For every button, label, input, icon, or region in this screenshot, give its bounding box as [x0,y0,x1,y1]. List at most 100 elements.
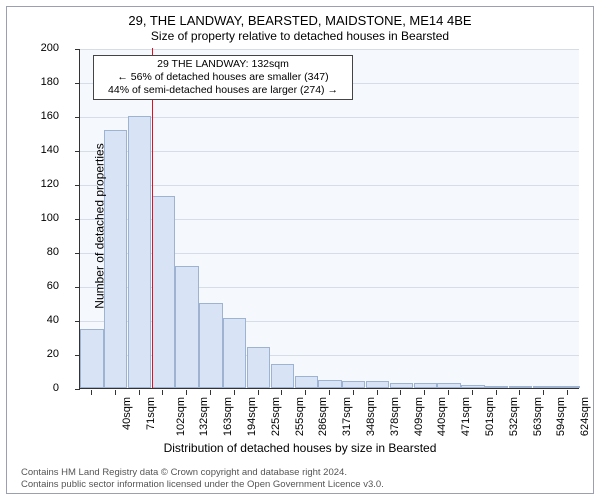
footer-line-2: Contains public sector information licen… [21,479,384,490]
x-axis-label: Distribution of detached houses by size … [7,441,593,455]
x-tick-mark [139,390,140,395]
y-tick-mark [75,49,80,50]
x-tick-mark [115,390,116,395]
annotation-line-2: ← 56% of detached houses are smaller (34… [100,71,346,84]
x-tick-mark [472,390,473,395]
x-tick-label: 255sqm [294,397,306,436]
y-tick-mark [75,355,80,356]
histogram-bar [556,386,579,388]
histogram-bar [223,318,246,388]
chart-frame: 29, THE LANDWAY, BEARSTED, MAIDSTONE, ME… [6,6,594,494]
x-tick-mark [91,390,92,395]
x-tick-mark [377,390,378,395]
annotation-line-1: 29 THE LANDWAY: 132sqm [100,58,346,71]
histogram-bar [128,116,151,388]
gridline [80,117,579,118]
histogram-bar [509,386,532,388]
y-tick-label: 40 [29,314,59,326]
x-tick-mark [424,390,425,395]
histogram-bar [318,380,341,389]
x-tick-label: 102sqm [175,397,187,436]
histogram-bar [437,383,460,388]
histogram-bar [390,383,413,388]
x-tick-mark [186,390,187,395]
y-tick-label: 0 [29,382,59,394]
x-tick-mark [329,390,330,395]
y-tick-label: 60 [29,280,59,292]
x-tick-mark [305,390,306,395]
x-tick-label: 132sqm [198,397,210,436]
histogram-bar [461,385,484,388]
histogram-bar [271,364,294,388]
y-tick-mark [75,321,80,322]
histogram-bar [414,383,437,388]
histogram-bar [80,329,103,389]
x-tick-label: 532sqm [508,397,520,436]
histogram-bar [342,381,365,388]
x-tick-mark [353,390,354,395]
x-tick-label: 286sqm [318,397,330,436]
histogram-bar [485,386,508,388]
x-tick-label: 317sqm [341,397,353,436]
y-tick-mark [75,151,80,152]
gridline [80,49,579,50]
x-tick-label: 501sqm [484,397,496,436]
gridline [80,151,579,152]
histogram-bar [366,381,389,388]
x-tick-label: 40sqm [121,397,133,430]
x-tick-mark [543,390,544,395]
x-tick-label: 440sqm [437,397,449,436]
chart-title-main: 29, THE LANDWAY, BEARSTED, MAIDSTONE, ME… [7,13,593,28]
histogram-bar [247,347,270,388]
y-tick-mark [75,185,80,186]
y-tick-label: 200 [29,42,59,54]
y-tick-mark [75,287,80,288]
x-tick-label: 163sqm [222,397,234,436]
y-tick-label: 180 [29,76,59,88]
x-tick-label: 624sqm [579,397,591,436]
y-axis-label: Number of detached properties [93,143,107,308]
x-tick-mark [162,390,163,395]
y-tick-mark [75,117,80,118]
y-tick-label: 120 [29,178,59,190]
x-tick-label: 409sqm [413,397,425,436]
x-tick-mark [400,390,401,395]
x-tick-mark [234,390,235,395]
gridline [80,185,579,186]
x-tick-label: 378sqm [389,397,401,436]
x-tick-mark [448,390,449,395]
y-tick-mark [75,219,80,220]
y-tick-label: 160 [29,110,59,122]
histogram-bar [199,303,222,388]
y-tick-label: 100 [29,212,59,224]
annotation-line-3: 44% of semi-detached houses are larger (… [100,84,346,97]
y-tick-label: 20 [29,348,59,360]
x-tick-label: 471sqm [460,397,472,436]
x-tick-mark [281,390,282,395]
x-tick-mark [258,390,259,395]
x-tick-mark [210,390,211,395]
chart-title-sub: Size of property relative to detached ho… [7,29,593,43]
histogram-bar [152,196,175,388]
y-tick-label: 140 [29,144,59,156]
x-tick-label: 348sqm [365,397,377,436]
histogram-bar [295,376,318,388]
y-tick-label: 80 [29,246,59,258]
x-tick-label: 563sqm [532,397,544,436]
footer-line-1: Contains HM Land Registry data © Crown c… [21,467,384,478]
histogram-bar [175,266,198,388]
x-tick-label: 194sqm [246,397,258,436]
x-tick-mark [519,390,520,395]
y-tick-mark [75,389,80,390]
footer-attribution: Contains HM Land Registry data © Crown c… [21,467,384,490]
x-tick-label: 71sqm [145,397,157,430]
x-tick-mark [496,390,497,395]
x-tick-label: 225sqm [270,397,282,436]
histogram-bar [533,386,556,388]
x-tick-label: 594sqm [556,397,568,436]
y-tick-mark [75,83,80,84]
y-tick-mark [75,253,80,254]
annotation-box: 29 THE LANDWAY: 132sqm ← 56% of detached… [93,55,353,100]
x-tick-mark [567,390,568,395]
histogram-bar [104,130,127,388]
